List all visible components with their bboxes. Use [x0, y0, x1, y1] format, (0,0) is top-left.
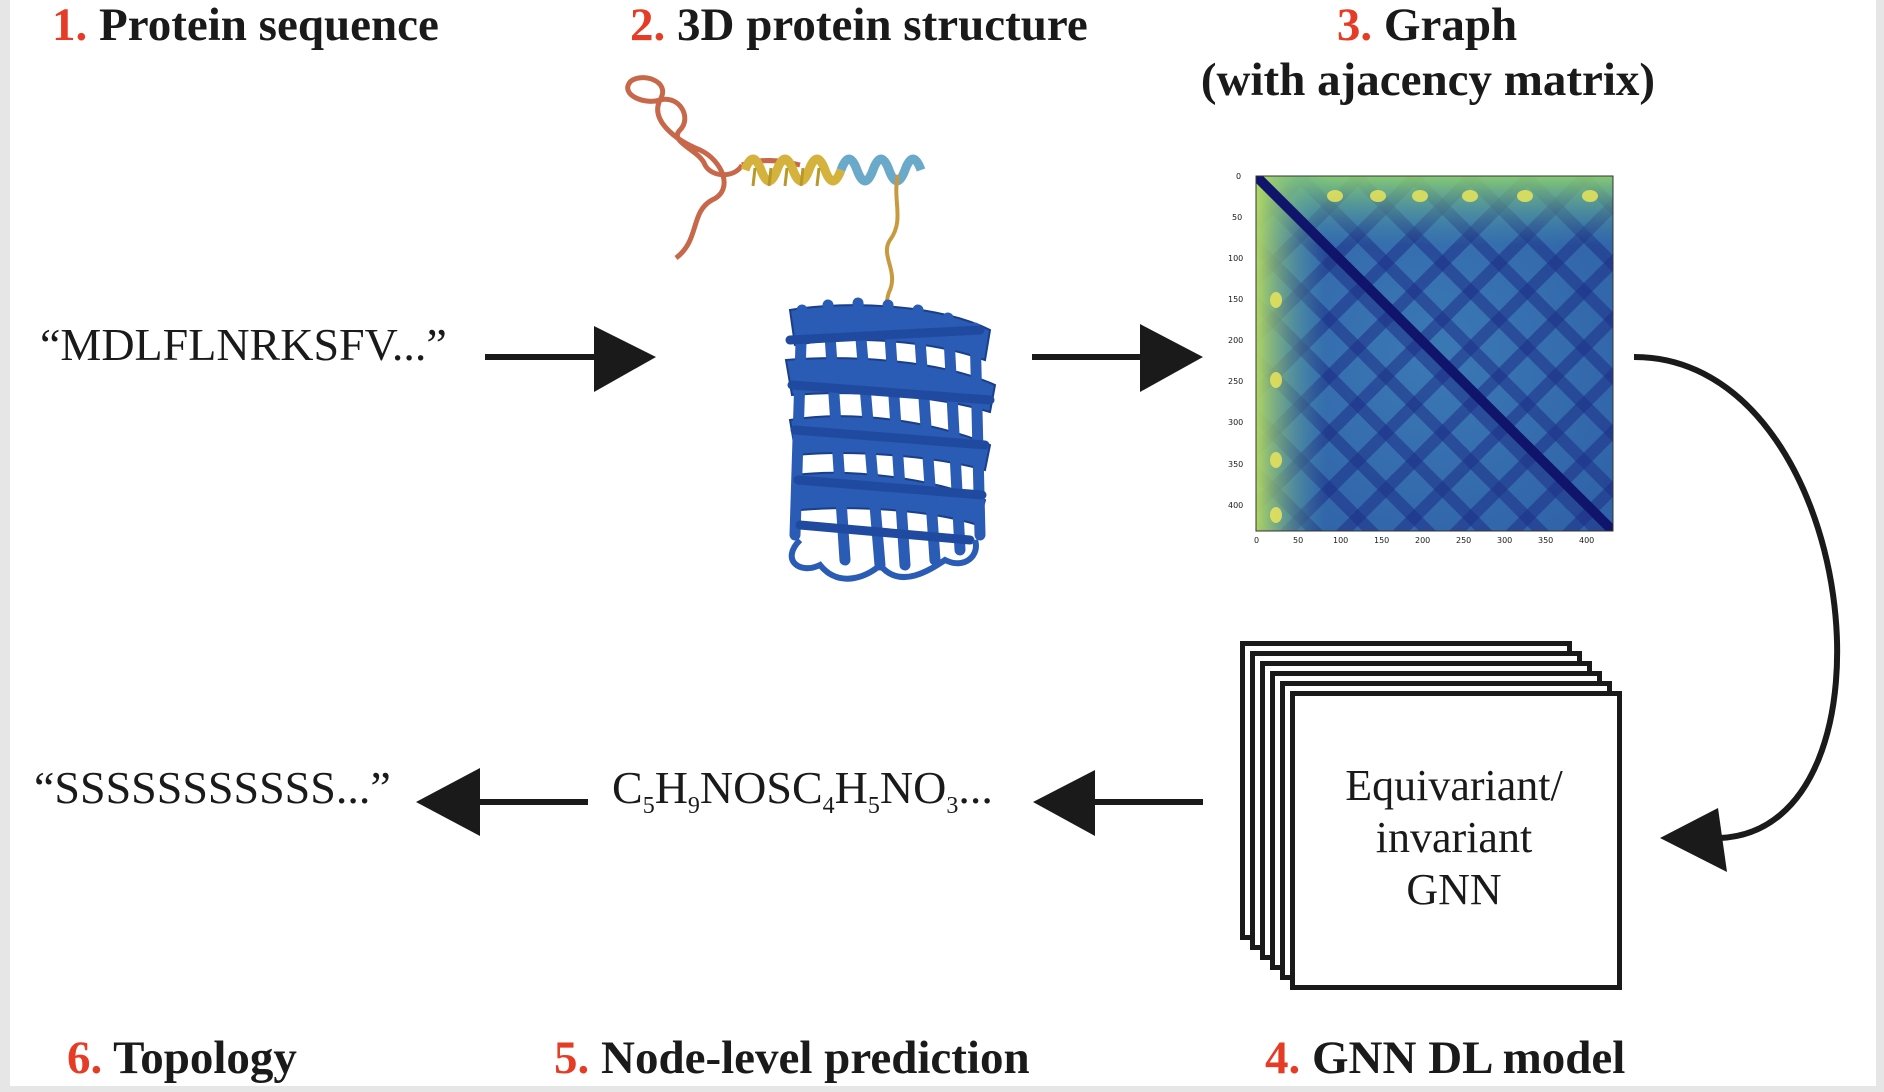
- y-tick: 350: [1228, 460, 1244, 469]
- x-tick: 150: [1374, 536, 1390, 545]
- y-tick: 250: [1228, 377, 1244, 386]
- formula-c: C: [612, 762, 643, 813]
- formula-sub-5a: 5: [642, 793, 655, 819]
- x-tick: 200: [1415, 536, 1431, 545]
- step3-subtitle: (with ajacency matrix): [1200, 54, 1656, 106]
- y-tick: 200: [1228, 336, 1244, 345]
- step6-title: 6. Topology: [67, 1035, 297, 1082]
- curved-arrow-graph-to-gnn: [1633, 354, 1841, 872]
- step3-title: 3. Graph: [1337, 2, 1517, 49]
- step5-title: 5. Node-level prediction: [554, 1035, 1030, 1082]
- step3-label: Graph: [1383, 0, 1518, 51]
- step4-number: 4.: [1265, 1032, 1301, 1084]
- protein-structure-image: [625, 75, 997, 582]
- formula-sub-4: 4: [822, 793, 835, 819]
- gnn-label-line1: Equivariant/: [1345, 761, 1563, 810]
- gnn-label-line2: invariant: [1375, 813, 1533, 862]
- x-tick: 100: [1333, 536, 1349, 545]
- formula-nosc: NOSC: [699, 762, 823, 813]
- x-tick: 0: [1254, 536, 1260, 545]
- adjacency-matrix-heatmap: [1256, 176, 1613, 531]
- arrow-gnn-to-nodes: [1033, 770, 1203, 836]
- step1-title: 1. Protein sequence: [52, 2, 439, 49]
- y-tick: 400: [1228, 501, 1244, 510]
- matrix-border: [1255, 175, 1614, 532]
- step6-number: 6.: [67, 1032, 103, 1084]
- y-tick: 100: [1228, 254, 1244, 263]
- formula-ellipsis: ...: [958, 762, 993, 813]
- step1-label: Protein sequence: [99, 0, 439, 51]
- x-tick: 300: [1497, 536, 1513, 545]
- step1-number: 1.: [52, 0, 88, 51]
- step4-title: 4. GNN DL model: [1265, 1035, 1625, 1082]
- y-tick: 300: [1228, 418, 1244, 427]
- arrow-nodes-to-topology: [416, 768, 588, 836]
- x-tick: 400: [1579, 536, 1595, 545]
- step2-number: 2.: [630, 0, 666, 51]
- x-tick: 50: [1293, 536, 1304, 545]
- step2-title: 2. 3D protein structure: [630, 2, 1088, 49]
- step5-number: 5.: [554, 1032, 590, 1084]
- chemical-formula: C5H9NOSC4H5NO3...: [612, 762, 993, 819]
- formula-sub-9: 9: [687, 793, 700, 819]
- step2-label: 3D protein structure: [677, 0, 1088, 51]
- formula-h2: H: [834, 762, 868, 813]
- formula-h: H: [654, 762, 688, 813]
- gnn-layer-front: [1290, 691, 1622, 990]
- protein-sequence-text: “MDLFLNRKSFV...”: [40, 319, 447, 370]
- y-tick: 150: [1228, 295, 1244, 304]
- frame-edge-right: [1876, 0, 1884, 1092]
- formula-no: NO: [879, 762, 947, 813]
- y-tick: 0: [1236, 172, 1242, 181]
- step4-label: GNN DL model: [1312, 1032, 1626, 1084]
- arrow-seq-to-structure: [485, 326, 656, 392]
- formula-sub-3: 3: [946, 793, 959, 819]
- step5-label: Node-level prediction: [601, 1032, 1030, 1084]
- step6-label: Topology: [113, 1032, 297, 1084]
- x-tick: 350: [1538, 536, 1554, 545]
- arrow-structure-to-graph: [1032, 324, 1203, 392]
- frame-edge-bottom: [0, 1086, 1884, 1092]
- y-tick: 50: [1232, 213, 1243, 222]
- frame-edge-left: [0, 0, 10, 1092]
- formula-sub-5b: 5: [867, 793, 880, 819]
- gnn-label-line3: GNN: [1406, 865, 1502, 914]
- step3-number: 3.: [1336, 0, 1373, 51]
- gnn-box-label: Equivariant/ invariant GNN: [1303, 760, 1605, 916]
- topology-sequence-text: “SSSSSSSSSSS...”: [34, 762, 391, 813]
- x-tick: 250: [1456, 536, 1472, 545]
